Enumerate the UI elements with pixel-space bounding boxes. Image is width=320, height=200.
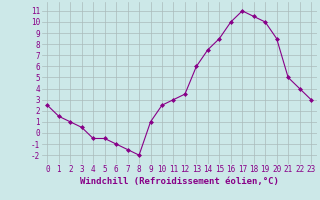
X-axis label: Windchill (Refroidissement éolien,°C): Windchill (Refroidissement éolien,°C) (80, 177, 279, 186)
